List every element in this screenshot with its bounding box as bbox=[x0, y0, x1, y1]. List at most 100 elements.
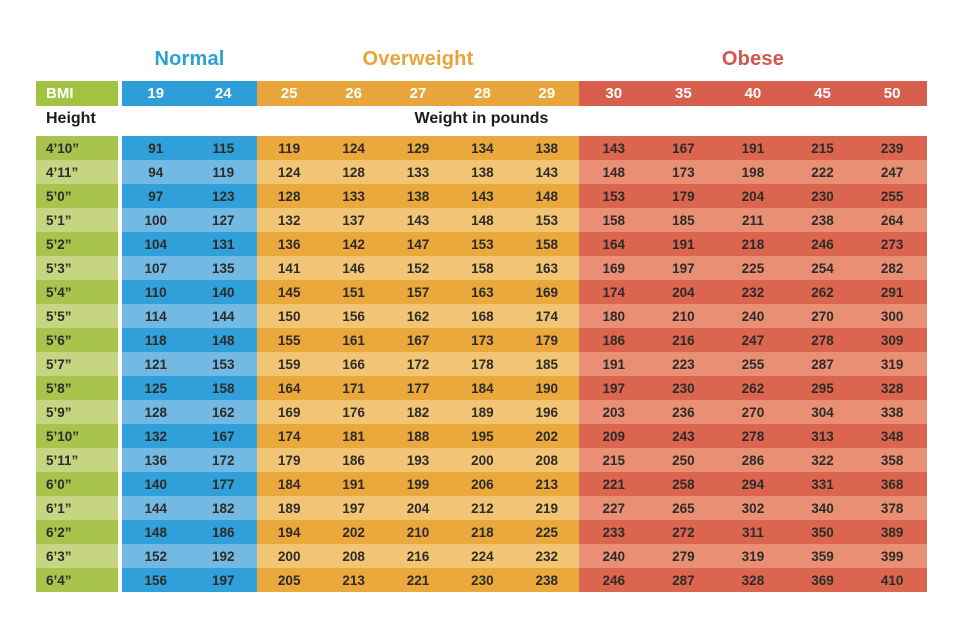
table-row: 5’8” 125 158 164 171 177 184 190 197 230 262 295 328 bbox=[36, 376, 927, 400]
weight-cell: 197 bbox=[189, 568, 257, 592]
height-cell: 5’11” bbox=[36, 448, 118, 472]
weight-cell: 213 bbox=[321, 568, 386, 592]
weight-cell: 224 bbox=[450, 544, 515, 568]
weight-cell: 197 bbox=[648, 256, 719, 280]
weight-cell: 193 bbox=[385, 448, 451, 472]
weight-cell: 218 bbox=[718, 232, 788, 256]
table-row: 5’2” 104 131 136 142 147 153 158 164 191 218 246 273 bbox=[36, 232, 927, 256]
table-row: 6’3” 152 192 200 208 216 224 232 240 279 319 359 399 bbox=[36, 544, 927, 568]
weight-cell: 204 bbox=[718, 184, 788, 208]
weight-cell: 192 bbox=[189, 544, 257, 568]
weight-cell: 178 bbox=[450, 352, 515, 376]
weight-cell: 161 bbox=[321, 328, 386, 352]
height-cell: 5’0” bbox=[36, 184, 118, 208]
height-cell: 6’3” bbox=[36, 544, 118, 568]
weight-cell: 200 bbox=[257, 544, 322, 568]
bmi-values: 19 24 25 26 27 28 29 30 35 40 45 50 bbox=[122, 81, 927, 106]
weight-cell: 210 bbox=[648, 304, 719, 328]
weight-cell: 304 bbox=[787, 400, 858, 424]
weight-cell: 278 bbox=[718, 424, 788, 448]
height-cell: 5’2” bbox=[36, 232, 118, 256]
weight-cell: 212 bbox=[450, 496, 515, 520]
weight-cell: 150 bbox=[257, 304, 322, 328]
weight-cell: 127 bbox=[189, 208, 257, 232]
weight-cell: 189 bbox=[257, 496, 322, 520]
weight-cell: 265 bbox=[648, 496, 719, 520]
weight-cell: 163 bbox=[450, 280, 515, 304]
weight-cell: 240 bbox=[718, 304, 788, 328]
weight-cell: 168 bbox=[450, 304, 515, 328]
weight-cell: 328 bbox=[857, 376, 927, 400]
weight-cell: 204 bbox=[385, 496, 451, 520]
table-row: 6’1” 144 182 189 197 204 212 219 227 265 302 340 378 bbox=[36, 496, 927, 520]
weight-cell: 148 bbox=[578, 160, 649, 184]
weight-cell: 359 bbox=[787, 544, 858, 568]
column-gap bbox=[118, 256, 122, 280]
weight-cell: 294 bbox=[718, 472, 788, 496]
weight-cell: 213 bbox=[514, 472, 579, 496]
weight-cell: 119 bbox=[189, 160, 257, 184]
column-gap bbox=[118, 472, 122, 496]
weight-cell: 172 bbox=[385, 352, 451, 376]
weight-cell: 128 bbox=[257, 184, 322, 208]
weight-cell: 159 bbox=[257, 352, 322, 376]
weight-cell: 206 bbox=[450, 472, 515, 496]
weight-cell: 153 bbox=[514, 208, 579, 232]
weight-cell: 197 bbox=[321, 496, 386, 520]
weight-cell: 238 bbox=[514, 568, 579, 592]
weight-cell: 328 bbox=[718, 568, 788, 592]
weight-cell: 273 bbox=[857, 232, 927, 256]
weight-cell: 138 bbox=[385, 184, 451, 208]
weight-cell: 202 bbox=[514, 424, 579, 448]
table-row: 5’6” 118 148 155 161 167 173 179 186 216 247 278 309 bbox=[36, 328, 927, 352]
weight-cell: 358 bbox=[857, 448, 927, 472]
bmi-value-cell: 30 bbox=[578, 81, 649, 106]
weight-cell: 255 bbox=[718, 352, 788, 376]
height-cell: 5’7” bbox=[36, 352, 118, 376]
weight-cell: 158 bbox=[189, 376, 257, 400]
weight-cell: 240 bbox=[578, 544, 649, 568]
weight-cell: 216 bbox=[385, 544, 451, 568]
weight-cell: 203 bbox=[578, 400, 649, 424]
weight-cell: 167 bbox=[385, 328, 451, 352]
weight-cell: 198 bbox=[718, 160, 788, 184]
height-cell: 4’11” bbox=[36, 160, 118, 184]
table-row: 5’9” 128 162 169 176 182 189 196 203 236 270 304 338 bbox=[36, 400, 927, 424]
weight-cell: 230 bbox=[787, 184, 858, 208]
weight-cell: 180 bbox=[578, 304, 649, 328]
weight-cell: 141 bbox=[257, 256, 322, 280]
weight-cell: 176 bbox=[321, 400, 386, 424]
weight-cell: 162 bbox=[189, 400, 257, 424]
weight-cell: 270 bbox=[787, 304, 858, 328]
weight-cell: 153 bbox=[578, 184, 649, 208]
bmi-value-cell: 27 bbox=[385, 81, 451, 106]
weight-cell: 300 bbox=[857, 304, 927, 328]
weight-cell: 138 bbox=[450, 160, 515, 184]
column-gap bbox=[118, 400, 122, 424]
weight-cell: 143 bbox=[450, 184, 515, 208]
weight-cell: 211 bbox=[718, 208, 788, 232]
weight-cell: 215 bbox=[787, 136, 858, 160]
weight-cell: 389 bbox=[857, 520, 927, 544]
column-gap bbox=[118, 184, 122, 208]
weight-cell: 140 bbox=[189, 280, 257, 304]
weight-cell: 232 bbox=[718, 280, 788, 304]
weight-cell: 137 bbox=[321, 208, 386, 232]
weight-cell: 169 bbox=[578, 256, 649, 280]
weight-cell: 172 bbox=[189, 448, 257, 472]
weight-cell: 258 bbox=[648, 472, 719, 496]
column-gap bbox=[118, 520, 122, 544]
weight-cell: 191 bbox=[718, 136, 788, 160]
weight-cell: 133 bbox=[321, 184, 386, 208]
weight-cell: 158 bbox=[450, 256, 515, 280]
weight-cell: 121 bbox=[122, 352, 190, 376]
weight-cell: 195 bbox=[450, 424, 515, 448]
weight-cell: 167 bbox=[189, 424, 257, 448]
bmi-value-cell: 24 bbox=[189, 81, 257, 106]
column-gap bbox=[118, 424, 122, 448]
table-row: 4’11” 94 119 124 128 133 138 143 148 173 198 222 247 bbox=[36, 160, 927, 184]
column-gap bbox=[118, 544, 122, 568]
weight-cell: 152 bbox=[122, 544, 190, 568]
table-body: 4’10” 91 115 119 124 129 134 138 143 167 191 215 239… bbox=[36, 136, 927, 592]
weight-cell: 171 bbox=[321, 376, 386, 400]
